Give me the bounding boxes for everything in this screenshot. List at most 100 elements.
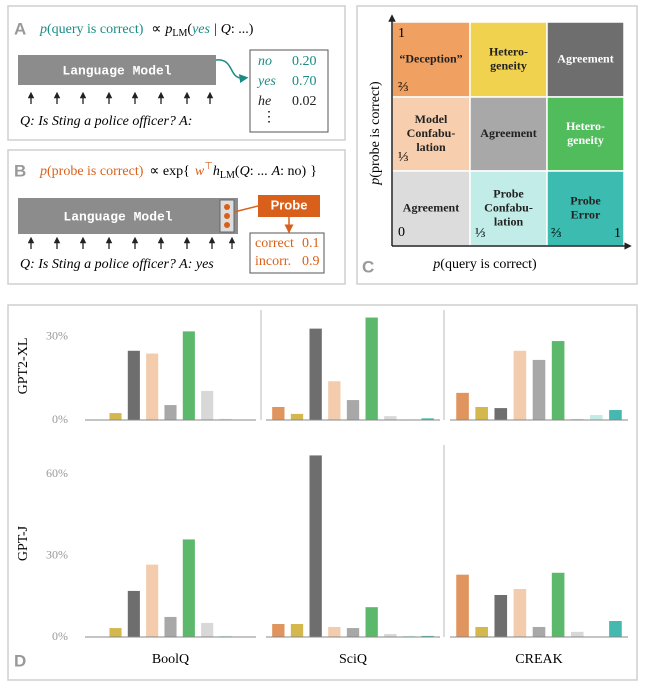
quadrant-cell (391, 170, 471, 247)
bar (590, 415, 603, 420)
bar (456, 574, 469, 637)
x-axis-label: p(query is correct) (432, 257, 537, 272)
y-tick-label: 1 (398, 26, 405, 41)
bar (365, 607, 378, 637)
cell-label: Agreement (480, 126, 536, 140)
formula: p(query is correct) ∝ pLM(yes | Q: ...) (39, 22, 254, 39)
quadrant-grid: “Deception” Hetero-geneity AgreementModelC… (391, 21, 625, 247)
bar (513, 350, 527, 420)
y-tick-label: 0% (52, 629, 68, 643)
hidden-units (224, 204, 230, 228)
probability: 0.20 (292, 54, 317, 69)
cell-label: Agreement (403, 200, 459, 214)
quadrant-cell (469, 96, 548, 172)
probability: 0.70 (292, 74, 317, 89)
probability: 0.02 (292, 94, 317, 109)
output-arrow (215, 59, 249, 84)
prompt: Q: Is Sting a police officer? A: (20, 114, 192, 129)
bar (513, 589, 527, 637)
bar (164, 405, 177, 420)
bar (182, 331, 195, 420)
input-arrows (27, 236, 236, 249)
bar (609, 410, 622, 420)
bar (421, 635, 434, 637)
bar (551, 341, 565, 420)
cell-label: geneity (567, 133, 604, 147)
bar (570, 631, 584, 637)
panel-d-frame (7, 304, 638, 681)
quadrant-cell (469, 21, 548, 98)
bar (609, 621, 622, 637)
bar (402, 635, 416, 637)
panel-a-frame (7, 5, 346, 141)
cell-label: lation (416, 140, 446, 154)
cell-label: Agreement (557, 51, 613, 65)
token: no (258, 54, 272, 69)
probe-output (249, 232, 325, 274)
probe-class: correct (255, 236, 294, 251)
bar (146, 564, 159, 637)
x-tick-label: ⅓ (475, 226, 486, 241)
bar (328, 626, 341, 637)
y-axis-label: p(probe is correct) (368, 81, 383, 186)
probe-link (233, 205, 259, 213)
bar (164, 616, 177, 637)
bar (328, 381, 341, 420)
y-tick-label: ⅔ (398, 80, 409, 95)
bar (201, 622, 214, 637)
model-box (18, 55, 216, 85)
cell-label: geneity (490, 58, 527, 72)
bar (532, 626, 546, 637)
bar (456, 392, 469, 420)
model-box (18, 198, 238, 234)
output-rows: no 0.20 yes 0.70 he 0.02 ⋮ (256, 54, 317, 125)
bar (272, 406, 285, 420)
bar (494, 408, 508, 420)
cell-label: Confabu- (407, 126, 456, 140)
panel-label: D (14, 651, 26, 670)
bar (551, 572, 565, 637)
bar (127, 350, 140, 420)
cell-label: Confabu- (484, 200, 533, 214)
prompt: Q: Is Sting a police officer? A: yes (20, 257, 214, 272)
x-tick-label: 1 (614, 226, 621, 241)
bar (475, 406, 488, 420)
input-arrows (27, 91, 214, 104)
token: yes (256, 74, 276, 89)
cell-label: Error (571, 207, 601, 221)
cell-label: Model (415, 112, 448, 126)
cell-label: Probe (570, 193, 601, 207)
bar (309, 328, 322, 420)
column-label: CREAK (515, 652, 562, 667)
bar (421, 418, 434, 420)
cell-label: Hetero- (566, 119, 605, 133)
panel-label: A (14, 19, 26, 38)
output-table (249, 49, 329, 133)
bar (365, 317, 378, 420)
bar (182, 539, 195, 637)
quadrant-cell (546, 21, 625, 98)
bar (109, 413, 122, 420)
quadrant-cell (469, 170, 548, 247)
x-tick-label: ⅔ (551, 226, 562, 241)
ellipsis: ⋮ (262, 110, 276, 125)
probe-class: incorr. (255, 254, 291, 269)
cell-label: Probe (493, 186, 524, 200)
bar (384, 416, 397, 420)
bar (494, 594, 508, 637)
y-tick-label: 0 (398, 225, 405, 240)
y-tick-label: 30% (46, 547, 68, 561)
bar (201, 390, 214, 420)
bar (290, 413, 304, 420)
bar (272, 623, 285, 637)
bar (570, 418, 584, 420)
panel-c-frame (356, 5, 638, 285)
model-label: Language Model (62, 63, 171, 78)
bar (309, 455, 322, 637)
cell-label: “Deception” (399, 51, 462, 65)
bar (109, 628, 122, 637)
bar (346, 628, 360, 637)
bar (219, 635, 232, 637)
probe-rows: correct 0.1 incorr. 0.9 (255, 236, 320, 269)
bar (475, 626, 488, 637)
